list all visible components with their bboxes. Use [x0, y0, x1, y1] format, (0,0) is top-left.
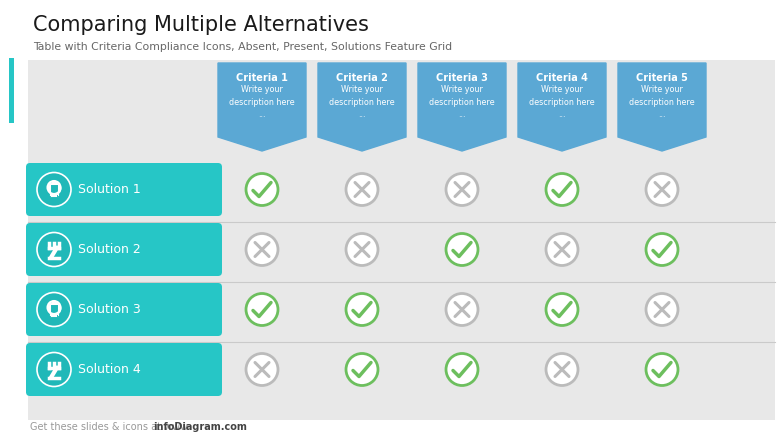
Text: Solution 3: Solution 3: [78, 303, 141, 316]
Circle shape: [346, 293, 378, 326]
Circle shape: [37, 172, 71, 206]
Circle shape: [446, 234, 478, 265]
Circle shape: [546, 353, 578, 385]
Circle shape: [646, 353, 678, 385]
Circle shape: [546, 293, 578, 326]
Circle shape: [246, 173, 278, 205]
Circle shape: [446, 353, 478, 385]
Text: Comparing Multiple Alternatives: Comparing Multiple Alternatives: [33, 15, 369, 35]
Text: Write your
description here
...: Write your description here ...: [329, 85, 395, 119]
FancyBboxPatch shape: [26, 283, 222, 336]
Polygon shape: [618, 63, 706, 151]
Text: Solution 2: Solution 2: [78, 243, 141, 256]
Polygon shape: [418, 63, 506, 151]
FancyBboxPatch shape: [9, 58, 14, 123]
Circle shape: [346, 173, 378, 205]
Circle shape: [546, 173, 578, 205]
Circle shape: [246, 353, 278, 385]
Circle shape: [37, 232, 71, 267]
Circle shape: [446, 293, 478, 326]
Text: Write your
description here
...: Write your description here ...: [429, 85, 495, 119]
FancyBboxPatch shape: [28, 60, 775, 420]
Polygon shape: [518, 63, 606, 151]
Circle shape: [246, 293, 278, 326]
Text: Table with Criteria Compliance Icons, Absent, Present, Solutions Feature Grid: Table with Criteria Compliance Icons, Ab…: [33, 42, 452, 52]
Polygon shape: [218, 63, 306, 151]
Text: Write your
description here
...: Write your description here ...: [529, 85, 595, 119]
Text: Criteria 4: Criteria 4: [536, 73, 588, 83]
Circle shape: [646, 293, 678, 326]
Text: Solution 1: Solution 1: [78, 183, 141, 196]
Text: Write your
description here
...: Write your description here ...: [229, 85, 295, 119]
Circle shape: [646, 173, 678, 205]
Polygon shape: [318, 63, 406, 151]
Text: Criteria 3: Criteria 3: [436, 73, 488, 83]
Text: Solution 4: Solution 4: [78, 363, 141, 376]
Circle shape: [646, 234, 678, 265]
Text: Get these slides & icons at www.: Get these slides & icons at www.: [30, 422, 190, 432]
Circle shape: [37, 352, 71, 386]
Text: infoDiagram.com: infoDiagram.com: [153, 422, 247, 432]
Circle shape: [346, 353, 378, 385]
Text: Write your
description here
...: Write your description here ...: [630, 85, 695, 119]
Circle shape: [246, 234, 278, 265]
Circle shape: [546, 234, 578, 265]
Circle shape: [446, 173, 478, 205]
Circle shape: [37, 293, 71, 326]
Circle shape: [346, 234, 378, 265]
FancyBboxPatch shape: [26, 223, 222, 276]
Text: Criteria 1: Criteria 1: [236, 73, 288, 83]
Text: Criteria 2: Criteria 2: [336, 73, 388, 83]
FancyBboxPatch shape: [26, 163, 222, 216]
FancyBboxPatch shape: [26, 343, 222, 396]
Text: Criteria 5: Criteria 5: [636, 73, 688, 83]
